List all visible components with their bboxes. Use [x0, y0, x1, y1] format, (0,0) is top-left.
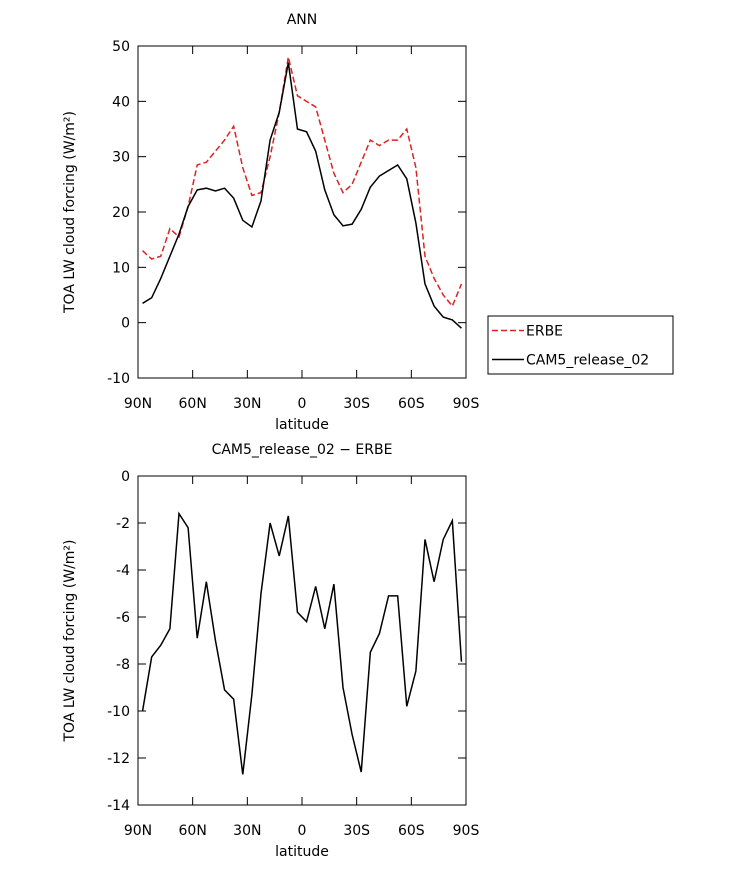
y-tick-label: 30: [112, 150, 130, 166]
y-tick-label: -10: [107, 704, 130, 720]
y-tick-label: -14: [107, 798, 130, 814]
x-tick-label: 30S: [343, 823, 370, 839]
legend-label: ERBE: [526, 324, 563, 340]
x-tick-label: 30N: [233, 396, 261, 412]
chart-title: ANN: [287, 12, 318, 28]
x-tick-label: 60S: [398, 396, 425, 412]
x-axis-label: latitude: [275, 844, 329, 860]
x-tick-label: 0: [298, 396, 307, 412]
x-tick-label: 90S: [453, 823, 480, 839]
y-tick-label: -12: [107, 751, 130, 767]
y-tick-label: 20: [112, 205, 130, 221]
series-line: [142, 62, 462, 329]
x-tick-label: 30N: [233, 823, 261, 839]
legend-box: [487, 315, 674, 375]
y-tick-label: 0: [121, 316, 130, 332]
x-tick-label: 90S: [453, 396, 480, 412]
y-tick-label: -6: [116, 610, 130, 626]
y-tick-label: -2: [116, 516, 130, 532]
x-tick-label: 60N: [179, 823, 207, 839]
x-tick-label: 90N: [124, 396, 152, 412]
legend-label: CAM5_release_02: [526, 353, 649, 369]
x-tick-label: 60N: [179, 396, 207, 412]
chart-title: CAM5_release_02 − ERBE: [212, 442, 393, 458]
series-line: [141, 511, 463, 775]
y-tick-label: -10: [107, 371, 130, 387]
y-tick-label: -4: [116, 563, 130, 579]
series-line: [142, 56, 463, 308]
x-tick-label: 30S: [343, 396, 370, 412]
y-tick-label: 40: [112, 94, 130, 110]
x-tick-label: 60S: [398, 823, 425, 839]
plot-frame: [137, 45, 467, 379]
y-axis-label: TOA LW cloud forcing (W/m²): [62, 540, 78, 743]
y-tick-label: 0: [121, 469, 130, 485]
x-axis-label: latitude: [275, 417, 329, 433]
y-tick-label: 10: [112, 260, 130, 276]
y-tick-label: 50: [112, 39, 130, 55]
x-tick-label: 90N: [124, 823, 152, 839]
y-axis-label: TOA LW cloud forcing (W/m²): [62, 111, 78, 314]
y-tick-label: -8: [116, 657, 130, 673]
x-tick-label: 0: [298, 823, 307, 839]
